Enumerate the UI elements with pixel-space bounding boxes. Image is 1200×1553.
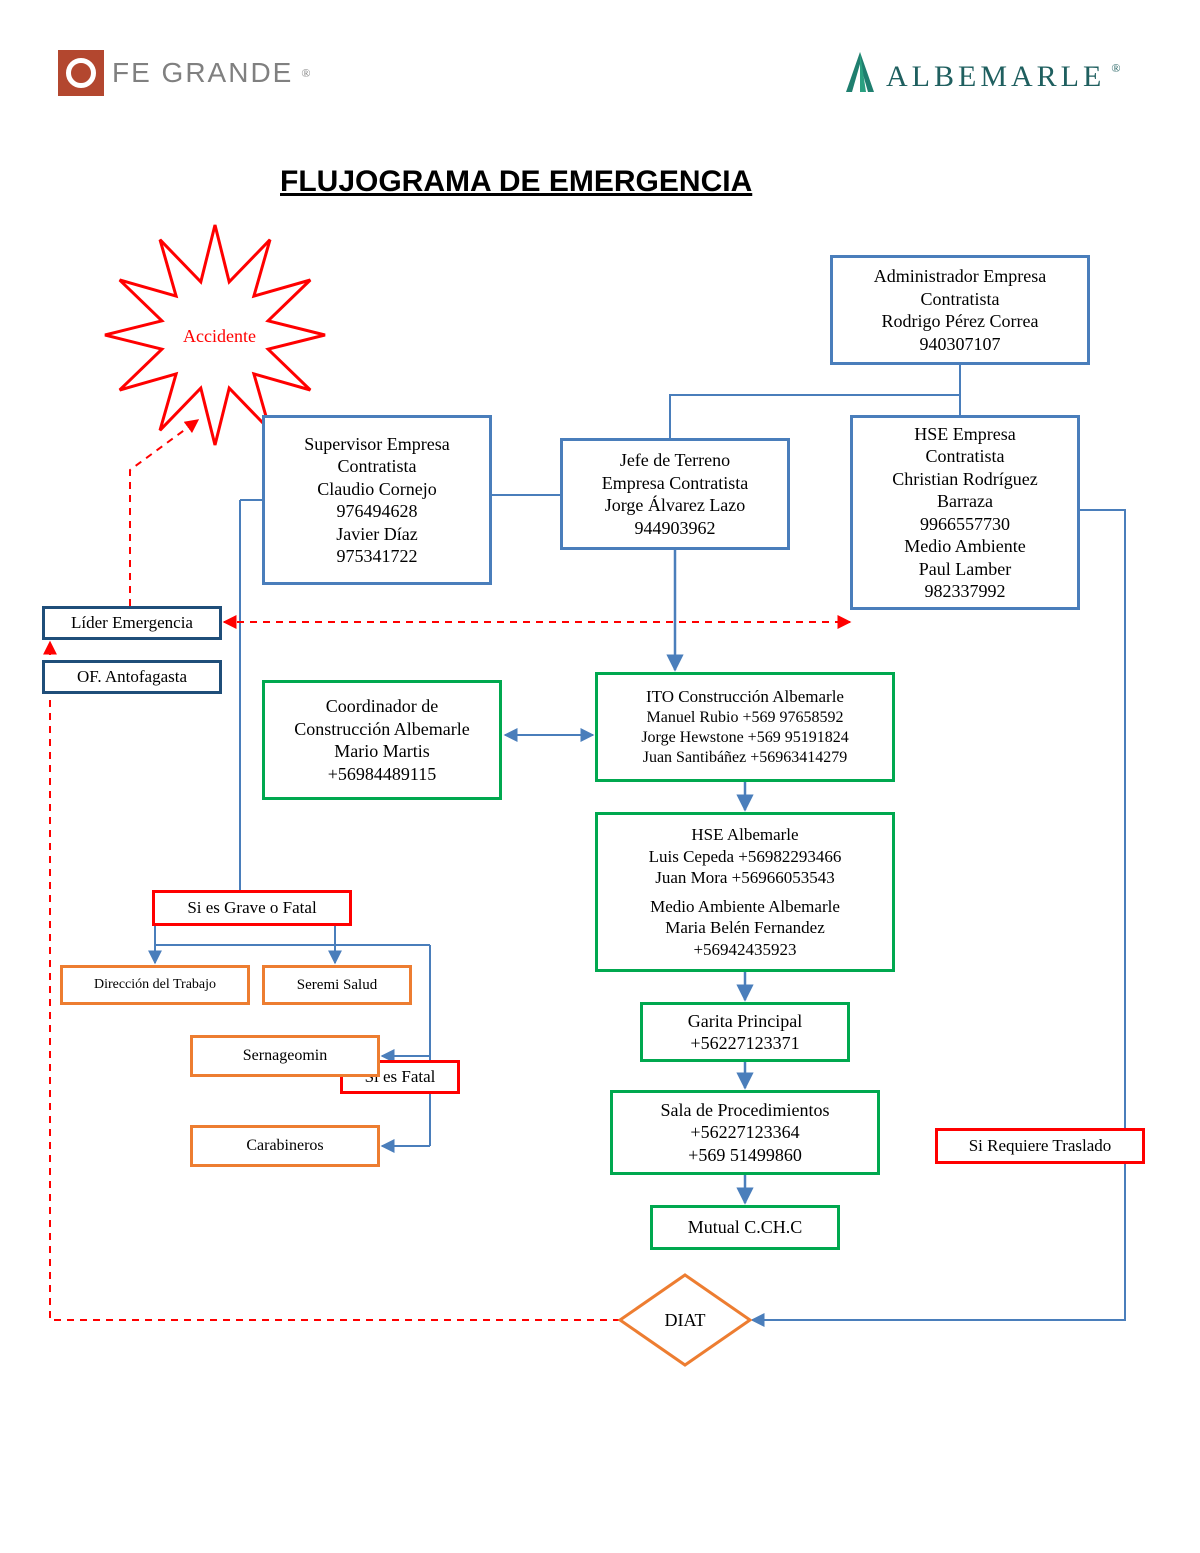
node-line: Barraza	[937, 490, 993, 513]
node-line: 976494628	[337, 500, 418, 523]
node-line: Si es Grave o Fatal	[187, 897, 316, 918]
starburst-label: Accidente	[183, 326, 256, 347]
node-line: Si Requiere Traslado	[969, 1135, 1112, 1156]
node-line: Jefe de Terreno	[620, 449, 730, 472]
node-direccion-trabajo: Dirección del Trabajo	[60, 965, 250, 1005]
node-ito: ITO Construcción AlbemarleManuel Rubio +…	[595, 672, 895, 782]
node-admin: Administrador EmpresaContratistaRodrigo …	[830, 255, 1090, 365]
node-si-traslado: Si Requiere Traslado	[935, 1128, 1145, 1164]
node-line: Construcción Albemarle	[294, 718, 469, 741]
node-line: Mario Martis	[334, 740, 429, 763]
node-line: Empresa Contratista	[602, 472, 748, 495]
page-title: FLUJOGRAMA DE EMERGENCIA	[280, 165, 752, 199]
node-jefe: Jefe de TerrenoEmpresa ContratistaJorge …	[560, 438, 790, 550]
albemarle-reg: ®	[1111, 61, 1120, 76]
node-line: Contratista	[921, 288, 1000, 311]
node-line: 975341722	[337, 545, 418, 568]
node-line: Manuel Rubio +569 97658592	[646, 708, 843, 728]
node-carabineros: Carabineros	[190, 1125, 380, 1167]
node-of-antofagasta: OF. Antofagasta	[42, 660, 222, 694]
albemarle-icon	[840, 50, 880, 94]
node-title: ITO Construcción Albemarle	[646, 686, 844, 707]
node-line: HSE Empresa	[914, 423, 1015, 446]
node-line: Dirección del Trabajo	[94, 976, 216, 994]
node-line: Medio Ambiente Albemarle	[650, 896, 840, 917]
node-line: Carabineros	[246, 1136, 323, 1156]
node-line: Juan Santibáñez +56963414279	[643, 748, 848, 768]
node-line: 982337992	[925, 580, 1006, 603]
node-sernageomin: Sernageomin	[190, 1035, 380, 1077]
node-line: Claudio Cornejo	[317, 478, 437, 501]
node-line: Maria Belén Fernandez	[665, 917, 825, 938]
node-line: 940307107	[920, 333, 1001, 356]
node-line: +56984489115	[328, 763, 436, 786]
node-line: Sala de Procedimientos	[661, 1099, 830, 1122]
node-seremi-salud: Seremi Salud	[262, 965, 412, 1005]
fe-grande-icon	[58, 50, 104, 96]
logo-fe-grande: FE GRANDE ®	[58, 50, 310, 96]
fe-grande-text: FE GRANDE	[112, 57, 293, 89]
node-line: Jorge Hewstone +569 95191824	[641, 728, 848, 748]
node-line: Sernageomin	[243, 1046, 327, 1066]
albemarle-text: ALBEMARLE	[886, 60, 1105, 94]
node-line: Contratista	[926, 445, 1005, 468]
node-line: +56942435923	[693, 939, 796, 960]
logo-albemarle: ALBEMARLE ®	[840, 50, 1120, 94]
node-line: +56227123371	[690, 1032, 799, 1055]
node-line: Javier Díaz	[336, 523, 417, 546]
fe-grande-reg: ®	[301, 66, 310, 81]
node-line: 944903962	[635, 517, 716, 540]
node-line: +56227123364	[690, 1121, 799, 1144]
node-si-grave-fatal: Si es Grave o Fatal	[152, 890, 352, 926]
page: FE GRANDE ® ALBEMARLE ® FLUJOGRAMA DE EM…	[0, 0, 1200, 1553]
node-line: Coordinador de	[326, 695, 438, 718]
node-hse-contratista: HSE EmpresaContratistaChristian Rodrígue…	[850, 415, 1080, 610]
node-line: Luis Cepeda +56982293466	[649, 846, 842, 867]
node-line: Juan Mora +56966053543	[655, 867, 835, 888]
node-line: Garita Principal	[688, 1010, 802, 1033]
node-line: OF. Antofagasta	[77, 666, 187, 687]
node-sala: Sala de Procedimientos+56227123364+569 5…	[610, 1090, 880, 1175]
node-line: HSE Albemarle	[691, 824, 798, 845]
node-line: Administrador Empresa	[874, 265, 1046, 288]
node-garita: Garita Principal+56227123371	[640, 1002, 850, 1062]
node-line: Christian Rodríguez	[892, 468, 1037, 491]
node-supervisor: Supervisor EmpresaContratistaClaudio Cor…	[262, 415, 492, 585]
node-line: Líder Emergencia	[71, 612, 193, 633]
node-line: 9966557730	[920, 513, 1010, 536]
node-line: Paul Lamber	[919, 558, 1011, 581]
node-line: Jorge Álvarez Lazo	[605, 494, 746, 517]
node-line: Supervisor Empresa	[304, 433, 449, 456]
node-line: Rodrigo Pérez Correa	[882, 310, 1039, 333]
node-hse-albemarle: HSE AlbemarleLuis Cepeda +56982293466Jua…	[595, 812, 895, 972]
diat-text: DIAT	[665, 1309, 706, 1332]
node-line: Mutual C.CH.C	[688, 1216, 803, 1239]
node-line: Seremi Salud	[297, 976, 377, 995]
node-line: +569 51499860	[688, 1144, 802, 1167]
node-mutual: Mutual C.CH.C	[650, 1205, 840, 1250]
node-line: Contratista	[338, 455, 417, 478]
node-lider-emergencia: Líder Emergencia	[42, 606, 222, 640]
node-line: Medio Ambiente	[904, 535, 1025, 558]
diat-label: DIAT	[620, 1300, 750, 1340]
node-coordinador: Coordinador deConstrucción AlbemarleMari…	[262, 680, 502, 800]
